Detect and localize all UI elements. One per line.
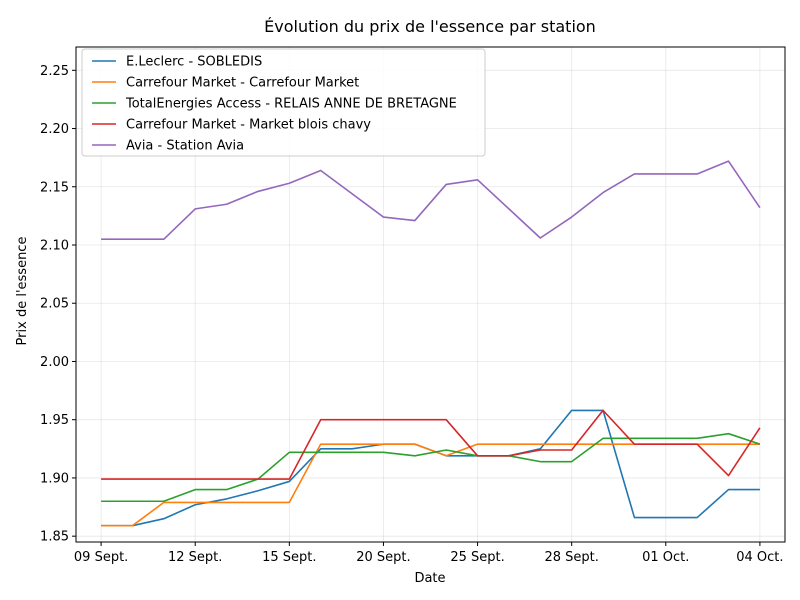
- y-tick-label: 1.90: [40, 471, 69, 486]
- chart-title: Évolution du prix de l'essence par stati…: [264, 17, 596, 36]
- x-axis-ticks: 09 Sept. 12 Sept. 15 Sept. 20 Sept. 25 Sept.…: [74, 542, 784, 565]
- legend-entry: Carrefour Market - Carrefour Market: [126, 76, 359, 91]
- x-tick-label: 12 Sept.: [168, 550, 222, 565]
- y-axis-ticks: 1.85 1.90 1.95 2.00 2.05 2.10 2.15 2.20 2.25: [40, 64, 76, 545]
- y-tick-label: 2.00: [40, 355, 69, 370]
- plot-frame: [75, 46, 786, 543]
- y-tick-label: 1.85: [40, 530, 69, 545]
- legend-entry: E.Leclerc - SOBLEDIS: [126, 55, 262, 70]
- x-tick-label: 04 Oct.: [736, 550, 783, 565]
- y-tick-label: 2.10: [40, 239, 69, 254]
- y-axis-label: Prix de l'essence: [15, 237, 30, 346]
- y-tick-label: 2.05: [40, 297, 69, 312]
- series-line-4: [101, 409, 761, 480]
- legend-entry: Avia - Station Avia: [126, 139, 244, 154]
- x-tick-label: 25 Sept.: [450, 550, 504, 565]
- legend: E.Leclerc - SOBLEDIS Carrefour Market - C…: [81, 48, 486, 157]
- y-tick-label: 2.15: [40, 180, 69, 195]
- y-tick-label: 1.95: [40, 413, 69, 428]
- x-axis-label: Date: [414, 571, 445, 586]
- y-tick-label: 2.20: [40, 122, 69, 137]
- x-tick-label: 09 Sept.: [74, 550, 128, 565]
- y-tick-label: 2.25: [40, 64, 69, 79]
- x-tick-label: 01 Oct.: [642, 550, 689, 565]
- x-tick-label: 20 Sept.: [356, 550, 410, 565]
- series-line-5: [101, 160, 761, 240]
- legend-entry: Carrefour Market - Market blois chavy: [126, 118, 371, 133]
- legend-box: [81, 48, 486, 157]
- series-line-3: [101, 432, 761, 503]
- series-lines: [101, 160, 761, 527]
- x-tick-label: 28 Sept.: [544, 550, 598, 565]
- legend-entry: TotalEnergies Access - RELAIS ANNE DE BR…: [125, 97, 457, 112]
- x-tick-label: 15 Sept.: [262, 550, 316, 565]
